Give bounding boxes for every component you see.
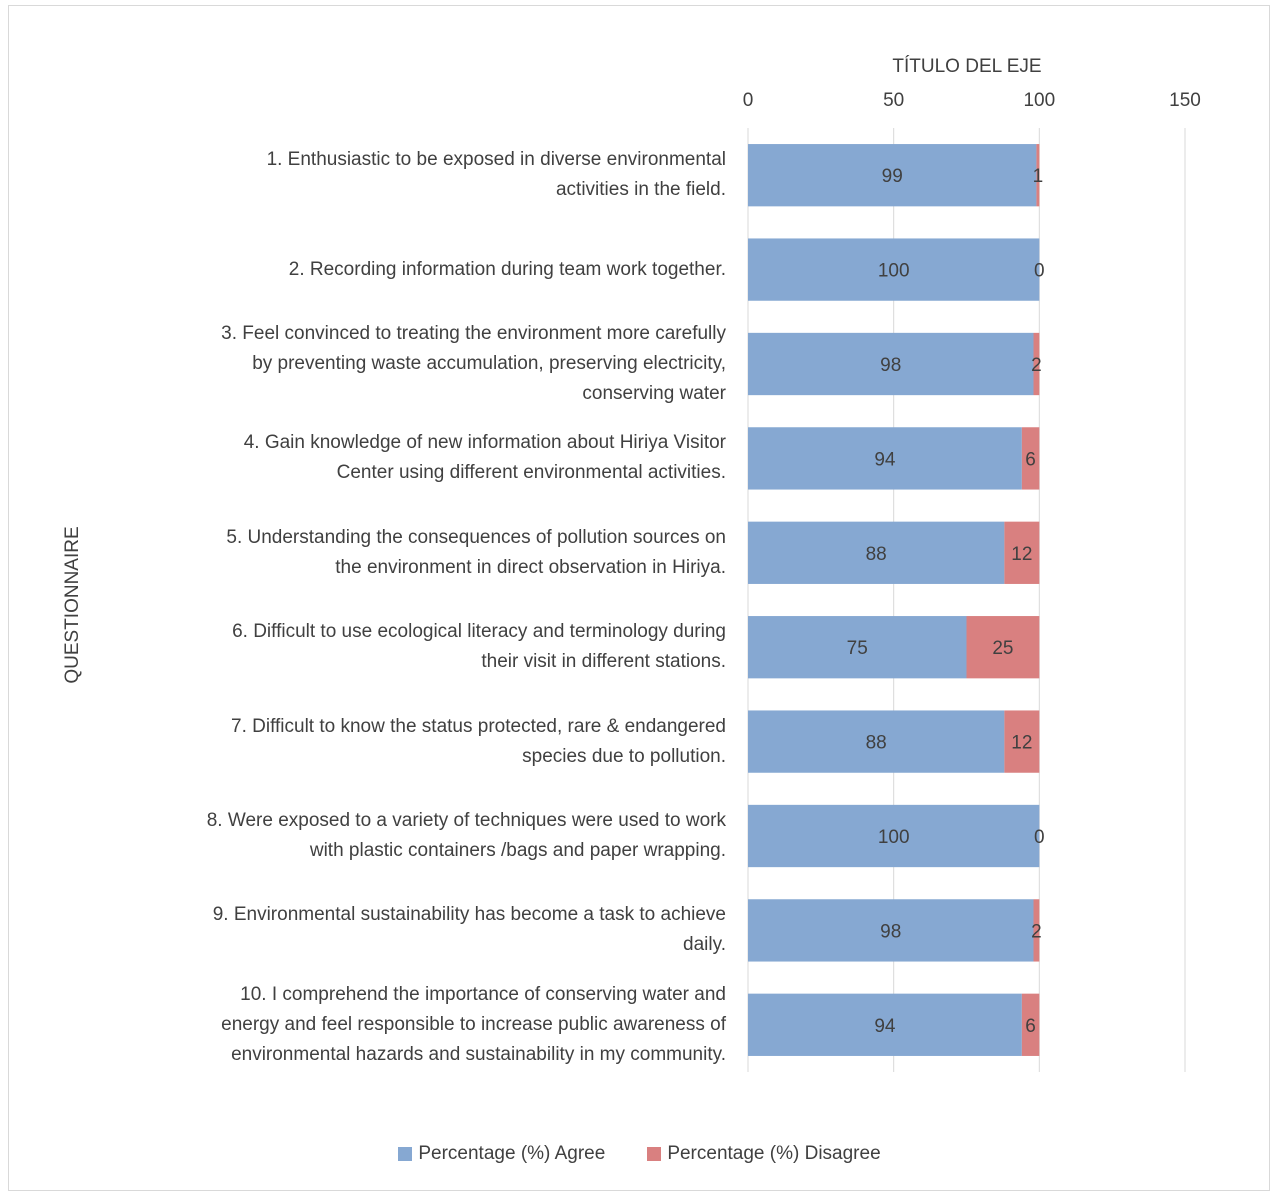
category-label-line: the environment in direct observation in… xyxy=(335,556,726,578)
data-label-disagree: 6 xyxy=(1025,449,1036,470)
bar-agree xyxy=(748,238,1040,301)
data-label-agree: 98 xyxy=(880,355,901,376)
data-label-disagree: 6 xyxy=(1025,1016,1036,1037)
bar-agree xyxy=(748,616,967,679)
bar-agree xyxy=(748,804,1040,868)
category-label-line: 1. Enthusiastic to be exposed in diverse… xyxy=(266,149,726,171)
category-label-line: 3. Feel convinced to treating the enviro… xyxy=(221,323,726,344)
bar-disagree xyxy=(966,616,1040,679)
data-label-agree: 88 xyxy=(866,733,887,754)
data-label-disagree: 1 xyxy=(1033,166,1044,187)
category-label-line: 8. Were exposed to a variety of techniqu… xyxy=(206,810,726,831)
category-label: 2. Recording information during team wor… xyxy=(106,255,726,285)
bar-agree xyxy=(748,993,1022,1056)
bar-disagree xyxy=(1033,899,1040,962)
legend-label-disagree: Percentage (%) Disagree xyxy=(667,1143,881,1164)
data-label-agree: 99 xyxy=(882,166,903,187)
category-label-line: their visit in different stations. xyxy=(481,651,726,673)
bar-agree xyxy=(748,332,1034,396)
legend-label-agree: Percentage (%) Agree xyxy=(418,1143,606,1164)
data-label-disagree: 12 xyxy=(1011,544,1032,565)
x-tick-label: 150 xyxy=(1169,90,1201,111)
y-axis-title: QUESTIONNAIRE xyxy=(62,526,83,683)
category-label-line: with plastic containers /bags and paper … xyxy=(309,840,726,861)
data-label-agree: 98 xyxy=(880,921,901,942)
data-label-agree: 94 xyxy=(874,1016,896,1037)
bar-disagree xyxy=(1004,521,1040,584)
category-label-line: 5. Understanding the consequences of pol… xyxy=(226,526,726,548)
data-label-disagree: 0 xyxy=(1034,261,1045,282)
x-tick-label: 100 xyxy=(1023,90,1055,111)
category-label-line: 4. Gain knowledge of new information abo… xyxy=(243,432,726,454)
category-label: 1. Enthusiastic to be exposed in diverse… xyxy=(106,145,726,205)
category-label: 10. I comprehend the importance of conse… xyxy=(106,980,726,1070)
category-label: 7. Difficult to know the status protecte… xyxy=(106,712,726,772)
category-label-line: 2. Recording information during team wor… xyxy=(288,258,726,280)
category-label-line: environmental hazards and sustainability… xyxy=(231,1043,726,1065)
legend-item-agree: Percentage (%) Agree xyxy=(398,1143,605,1165)
bar-disagree xyxy=(1021,427,1040,490)
bar-disagree xyxy=(1033,332,1040,396)
data-label-agree: 88 xyxy=(866,544,887,565)
legend-swatch-agree xyxy=(398,1147,413,1161)
category-label-line: by preventing waste accumulation, preser… xyxy=(252,353,726,374)
category-label-line: conserving water xyxy=(582,383,726,404)
category-label: 3. Feel convinced to treating the enviro… xyxy=(106,319,726,409)
category-label-line: Center using different environmental act… xyxy=(336,462,726,484)
data-label-agree: 75 xyxy=(847,638,868,659)
bar-disagree xyxy=(1036,144,1040,207)
bar-agree xyxy=(748,710,1005,773)
legend-swatch-disagree xyxy=(647,1147,662,1161)
data-label-disagree: 2 xyxy=(1031,355,1042,376)
x-tick-label: 50 xyxy=(883,90,904,111)
data-label-agree: 94 xyxy=(874,449,896,470)
bar-agree xyxy=(748,427,1022,490)
bar-disagree xyxy=(1021,993,1040,1056)
category-label: 6. Difficult to use ecological literacy … xyxy=(106,617,726,677)
bar-agree xyxy=(748,144,1037,207)
category-label: 5. Understanding the consequences of pol… xyxy=(106,523,726,583)
category-label-line: 6. Difficult to use ecological literacy … xyxy=(232,621,726,643)
data-label-disagree: 12 xyxy=(1011,733,1032,754)
data-label-disagree: 25 xyxy=(992,638,1013,659)
legend-item-disagree: Percentage (%) Disagree xyxy=(647,1143,881,1165)
chart-frame xyxy=(8,5,1270,1191)
x-tick-label: 0 xyxy=(743,90,754,111)
data-label-agree: 100 xyxy=(878,827,910,848)
data-label-disagree: 0 xyxy=(1034,827,1045,848)
category-label: 8. Were exposed to a variety of techniqu… xyxy=(106,806,726,866)
category-label-line: 9. Environmental sustainability has beco… xyxy=(212,904,726,926)
category-label-line: species due to pollution. xyxy=(522,745,726,767)
data-label-agree: 100 xyxy=(878,261,910,282)
bar-disagree xyxy=(1004,710,1040,773)
category-label-line: activities in the field. xyxy=(555,179,726,201)
data-label-disagree: 2 xyxy=(1031,921,1042,942)
category-label: 4. Gain knowledge of new information abo… xyxy=(106,428,726,488)
category-label-line: 7. Difficult to know the status protecte… xyxy=(231,715,726,737)
category-label-line: daily. xyxy=(683,934,726,956)
category-label-line: energy and feel responsible to increase … xyxy=(221,1013,726,1035)
bar-agree xyxy=(748,521,1005,584)
bar-agree xyxy=(748,899,1034,962)
x-axis-title: TÍTULO DEL EJE xyxy=(892,56,1041,77)
category-label-line: 10. I comprehend the importance of conse… xyxy=(240,983,726,1005)
category-label: 9. Environmental sustainability has beco… xyxy=(106,900,726,960)
legend: Percentage (%) Agree Percentage (%) Disa… xyxy=(0,1143,1279,1165)
